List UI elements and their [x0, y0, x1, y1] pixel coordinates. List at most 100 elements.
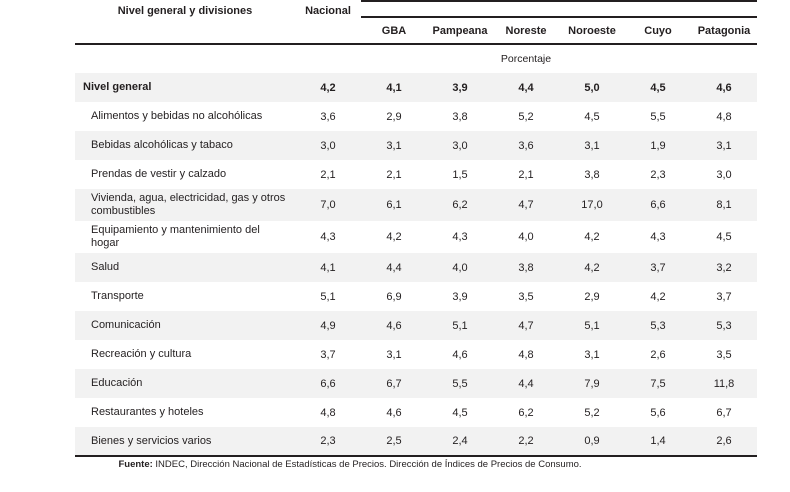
- row-label: Salud: [91, 261, 120, 273]
- table-row: Recreación y cultura 3,7 3,1 4,6 4,8 3,1 2,6 3,…: [75, 340, 757, 369]
- row-label: Bebidas alcohólicas y tabaco: [91, 139, 233, 151]
- column-header-divisions: Nivel general y divisiones: [75, 1, 295, 45]
- table-row: Vivienda, agua, electricidad, gas y otro…: [75, 189, 757, 221]
- table-row: Bienes y servicios varios 2,3 2,5 2,4 2,2 0,9…: [75, 427, 757, 456]
- column-header-region-noreste: Noreste: [493, 17, 559, 45]
- value-cell: 4,4: [386, 261, 402, 274]
- table-row: Alimentos y bebidas no alcohólicas 3,6 2,9…: [75, 102, 757, 131]
- value-cell: 5,2: [584, 406, 600, 419]
- value-cell: 3,8: [452, 110, 468, 123]
- source-text: INDEC, Dirección Nacional de Estadística…: [152, 459, 582, 470]
- table-row: Prendas de vestir y calzado 2,1 2,1 1,5 2,1 3…: [75, 160, 757, 189]
- table-row: Equipamiento y mantenimiento del hogar 4,…: [75, 221, 757, 253]
- column-header-region-cuyo: Cuyo: [625, 17, 691, 45]
- value-cell: 2,3: [650, 168, 666, 181]
- value-cell: 4,6: [386, 406, 402, 419]
- row-label: Bienes y servicios varios: [91, 434, 212, 447]
- value-cell: 6,6: [320, 377, 336, 390]
- table-row: Bebidas alcohólicas y tabaco 3,0 3,1 3,0 3,6…: [75, 131, 757, 160]
- value-cell: 11,8: [713, 377, 735, 390]
- value-cell: 4,9: [320, 319, 336, 332]
- value-cell: 2,6: [650, 348, 666, 361]
- value-cell: 4,7: [518, 319, 534, 332]
- value-cell: 7,9: [584, 377, 600, 390]
- column-header-region-patagonia: Patagonia: [691, 17, 757, 45]
- value-cell: 4,5: [584, 110, 600, 123]
- value-cell: 2,1: [320, 168, 336, 181]
- value-cell: 1,9: [650, 139, 666, 152]
- table-header: Nivel general y divisiones Nacional GBA …: [75, 0, 757, 45]
- value-cell: 6,1: [386, 199, 402, 211]
- source-label: Fuente:: [118, 459, 153, 470]
- table-row: Transporte 5,1 6,9 3,9 3,5 2,9 4,2 3,7: [75, 282, 757, 311]
- value-cell: 6,7: [386, 377, 402, 390]
- value-cell: 3,1: [386, 348, 402, 361]
- value-cell: 4,8: [716, 110, 732, 123]
- column-header-region-gba: GBA: [361, 17, 427, 45]
- value-cell: 3,2: [716, 261, 732, 274]
- value-cell: 4,2: [650, 290, 666, 303]
- ipc-regional-table: Nivel general y divisiones Nacional GBA …: [75, 0, 757, 457]
- value-cell: 4,3: [650, 231, 666, 243]
- row-label: Nivel general: [83, 81, 152, 93]
- value-cell: 4,0: [452, 261, 468, 274]
- value-cell: 3,9: [452, 81, 468, 94]
- value-cell: 4,2: [386, 231, 402, 243]
- row-label: Restaurantes y hoteles: [91, 406, 204, 418]
- row-label: Comunicación: [91, 319, 161, 331]
- table-row: Salud 4,1 4,4 4,0 3,8 4,2 3,7 3,2: [75, 253, 757, 282]
- table-row: Educación 6,6 6,7 5,5 4,4 7,9 7,5 11,8: [75, 369, 757, 398]
- value-cell: 3,0: [716, 168, 732, 181]
- header-row-top: Nivel general y divisiones Nacional: [75, 0, 757, 45]
- value-cell: 2,5: [386, 435, 402, 447]
- value-cell: 3,9: [452, 290, 468, 303]
- value-cell: 3,0: [320, 139, 336, 152]
- value-cell: 2,6: [716, 435, 732, 447]
- value-cell: 4,0: [518, 231, 534, 243]
- value-cell: 5,1: [320, 290, 336, 303]
- row-label: Recreación y cultura: [91, 348, 192, 360]
- unit-label: Porcentaje: [500, 53, 552, 65]
- value-cell: 4,5: [650, 81, 666, 94]
- value-cell: 3,0: [452, 139, 468, 152]
- value-cell: 5,1: [584, 319, 600, 332]
- value-cell: 0,9: [584, 435, 600, 447]
- value-cell: 7,5: [650, 377, 666, 390]
- row-label: Prendas de vestir y calzado: [91, 168, 227, 180]
- column-header-region-noroeste: Noroeste: [559, 17, 625, 45]
- value-cell: 3,7: [716, 290, 732, 303]
- value-cell: 6,9: [386, 290, 402, 303]
- value-cell: 6,7: [716, 406, 732, 419]
- column-header-national: Nacional: [295, 1, 361, 45]
- value-cell: 4,6: [716, 81, 732, 94]
- value-cell: 4,6: [386, 319, 402, 332]
- table-row-nivel-general: Nivel general 4,2 4,1 3,9 4,4 5,0 4,5 4,6: [75, 73, 757, 102]
- value-cell: 4,1: [320, 261, 336, 274]
- value-cell: 4,1: [386, 81, 402, 94]
- value-cell: 4,4: [518, 377, 534, 390]
- value-cell: 3,6: [518, 139, 534, 152]
- value-cell: 5,1: [452, 319, 468, 332]
- table-body: Porcentaje Nivel general 4,2 4,1 3,9 4,4 5,0 4…: [75, 44, 757, 456]
- table-row: Restaurantes y hoteles 4,8 4,6 4,5 6,2 5,2 5,6…: [75, 398, 757, 427]
- value-cell: 2,2: [518, 435, 534, 447]
- value-cell: 5,6: [650, 406, 666, 419]
- value-cell: 2,3: [320, 435, 336, 447]
- value-cell: 4,6: [452, 348, 468, 361]
- row-label: Transporte: [91, 290, 144, 302]
- value-cell: 2,9: [584, 290, 600, 303]
- value-cell: 3,5: [716, 348, 732, 361]
- value-cell: 1,5: [452, 168, 468, 181]
- value-cell: 5,2: [518, 110, 534, 123]
- value-cell: 2,1: [386, 168, 402, 181]
- row-label: Alimentos y bebidas no alcohólicas: [91, 110, 263, 122]
- value-cell: 2,9: [386, 110, 402, 123]
- value-cell: 4,8: [518, 348, 534, 361]
- value-cell: 3,6: [320, 110, 336, 123]
- value-cell: 8,1: [716, 199, 732, 211]
- value-cell: 4,8: [320, 406, 336, 419]
- value-cell: 6,2: [518, 406, 534, 419]
- value-cell: 3,5: [518, 290, 534, 303]
- column-header-region-pampeana: Pampeana: [427, 17, 493, 45]
